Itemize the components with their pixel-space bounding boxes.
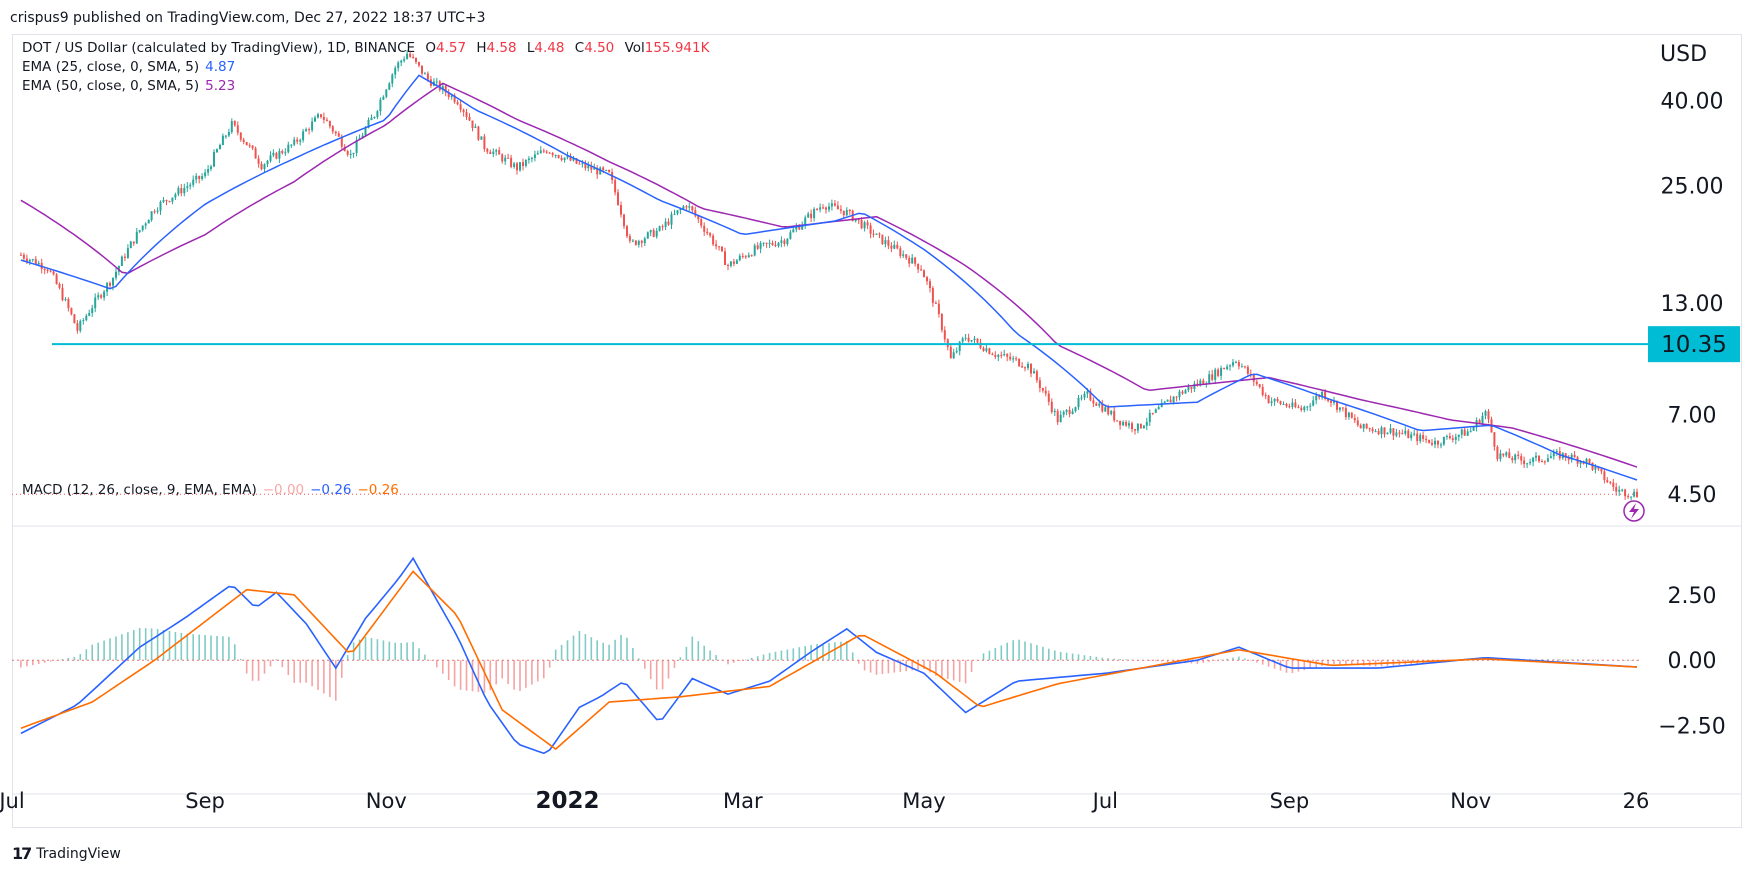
macd-hist-value: −0.00 xyxy=(262,482,305,498)
ema25-value: 4.87 xyxy=(205,59,236,75)
open-value: 4.57 xyxy=(436,40,467,56)
close-value: 4.50 xyxy=(584,40,615,56)
ema50-legend: EMA (50, close, 0, SMA, 5) 5.23 xyxy=(22,78,236,94)
chart-frame xyxy=(12,34,1742,828)
tradingview-logo-icon: 17 xyxy=(12,844,32,863)
footer-brand: TradingView xyxy=(36,845,121,862)
ema25-legend: EMA (25, close, 0, SMA, 5) 4.87 xyxy=(22,59,236,75)
high-value: 4.58 xyxy=(486,40,517,56)
symbol-description: DOT / US Dollar (calculated by TradingVi… xyxy=(22,40,416,56)
macd-legend: MACD (12, 26, close, 9, EMA, EMA) −0.00 −0… xyxy=(22,482,399,498)
currency-label: USD xyxy=(1660,42,1708,67)
main-legend: DOT / US Dollar (calculated by TradingVi… xyxy=(22,40,710,56)
macd-signal-value: −0.26 xyxy=(357,482,399,498)
footer: 17 TradingView xyxy=(12,844,121,863)
ema50-value: 5.23 xyxy=(205,78,236,94)
low-value: 4.48 xyxy=(534,40,565,56)
publisher-line: crispus9 published on TradingView.com, D… xyxy=(10,10,486,26)
macd-value: −0.26 xyxy=(310,482,352,498)
volume-value: 155.941K xyxy=(644,40,710,56)
